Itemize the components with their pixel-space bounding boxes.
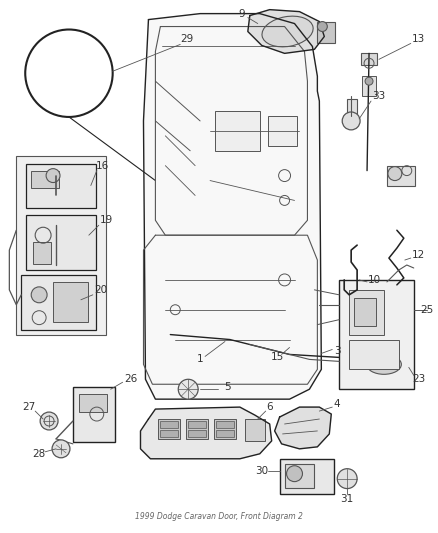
- Bar: [26, 215, 96, 270]
- Circle shape: [40, 412, 58, 430]
- Bar: [216, 421, 234, 428]
- Bar: [21, 275, 96, 329]
- Circle shape: [337, 469, 357, 489]
- Text: 29: 29: [180, 35, 194, 44]
- Bar: [73, 387, 115, 442]
- Text: 3: 3: [334, 346, 341, 357]
- Polygon shape: [144, 14, 321, 399]
- Bar: [349, 290, 384, 335]
- Text: 9: 9: [239, 9, 245, 19]
- Text: 33: 33: [372, 91, 385, 101]
- Text: 28: 28: [32, 449, 46, 459]
- Text: 31: 31: [341, 494, 354, 504]
- Bar: [339, 280, 414, 389]
- Bar: [387, 166, 415, 185]
- Bar: [279, 459, 334, 494]
- Bar: [160, 430, 178, 437]
- Text: 1999 Dodge Caravan Door, Front Diagram 2: 1999 Dodge Caravan Door, Front Diagram 2: [135, 512, 303, 521]
- Bar: [245, 419, 265, 441]
- Circle shape: [286, 466, 303, 482]
- Text: 19: 19: [100, 215, 113, 225]
- Circle shape: [388, 167, 402, 181]
- Circle shape: [46, 168, 60, 182]
- Bar: [79, 394, 107, 412]
- Bar: [159, 419, 180, 439]
- Circle shape: [25, 29, 113, 117]
- Bar: [361, 53, 377, 65]
- Bar: [354, 298, 376, 326]
- Bar: [362, 76, 376, 96]
- Circle shape: [365, 77, 373, 85]
- Polygon shape: [248, 10, 324, 53]
- Text: 13: 13: [412, 35, 425, 44]
- Bar: [186, 419, 208, 439]
- Polygon shape: [141, 407, 272, 459]
- Text: 12: 12: [412, 250, 425, 260]
- Circle shape: [318, 21, 327, 31]
- Text: 6: 6: [266, 402, 273, 412]
- Text: 16: 16: [96, 160, 110, 171]
- Bar: [26, 164, 96, 208]
- Bar: [53, 282, 88, 321]
- Bar: [349, 340, 399, 369]
- Text: 10: 10: [367, 275, 381, 285]
- Text: 20: 20: [94, 285, 107, 295]
- Ellipse shape: [367, 354, 401, 374]
- Bar: [16, 156, 106, 335]
- Text: 25: 25: [420, 305, 433, 314]
- Bar: [216, 430, 234, 437]
- Circle shape: [342, 112, 360, 130]
- Bar: [160, 421, 178, 428]
- Text: 23: 23: [412, 374, 425, 384]
- Bar: [347, 99, 357, 119]
- Text: 15: 15: [271, 352, 284, 362]
- Text: 4: 4: [334, 399, 341, 409]
- Bar: [33, 242, 51, 264]
- Bar: [214, 419, 236, 439]
- Circle shape: [178, 379, 198, 399]
- Text: 1: 1: [197, 354, 203, 365]
- Text: 26: 26: [124, 374, 137, 384]
- Bar: [31, 171, 59, 189]
- Circle shape: [52, 440, 70, 458]
- Bar: [268, 116, 297, 146]
- Ellipse shape: [262, 16, 313, 47]
- Bar: [215, 111, 260, 151]
- Text: 27: 27: [23, 402, 36, 412]
- Bar: [285, 464, 314, 488]
- Polygon shape: [275, 407, 331, 449]
- Circle shape: [31, 287, 47, 303]
- Bar: [188, 421, 206, 428]
- Bar: [188, 430, 206, 437]
- Text: 30: 30: [255, 466, 268, 475]
- Text: 5: 5: [225, 382, 231, 392]
- Bar: [318, 21, 335, 43]
